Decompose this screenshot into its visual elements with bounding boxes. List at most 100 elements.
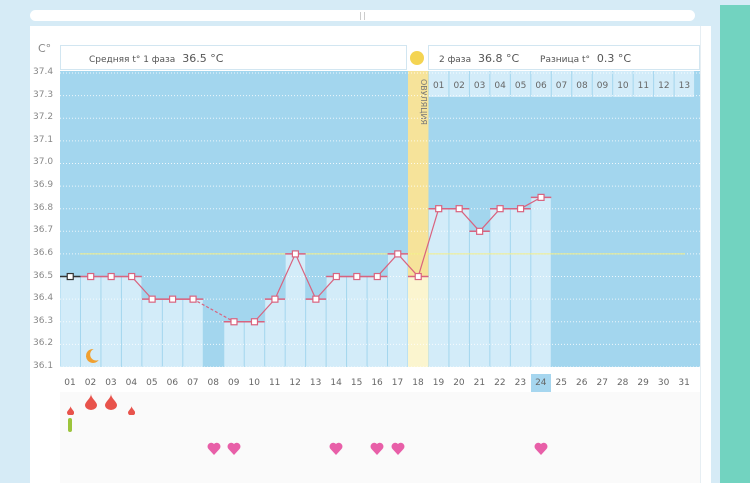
temperature-column [306,299,326,367]
temperature-column [265,299,285,367]
temperature-column [388,253,408,367]
ovulation-label: ОВУЛЯЦИЯ [419,79,428,125]
post-ovulation-day-label: 02 [453,81,464,91]
post-ovulation-day-label: 04 [494,81,506,91]
temperature-line-segment [254,298,276,323]
post-ovulation-day-label: 12 [658,81,669,91]
heart-icon[interactable] [534,440,548,459]
y-tick-label: 37.0 [33,157,54,168]
symptoms-grid [60,392,700,483]
temperature-point [394,250,402,258]
day-label-04[interactable]: 04 [125,378,138,388]
temperature-point [250,318,259,326]
temperature-line-segment [294,253,317,300]
day-label-25[interactable]: 25 [555,378,567,388]
day-label-09[interactable]: 09 [228,378,240,388]
day-label-03[interactable]: 03 [105,378,117,388]
day-label-02[interactable]: 02 [84,378,97,388]
day-label-18[interactable]: 18 [412,378,424,388]
temperature-column [244,321,265,367]
diff-value: 0.3 °C [596,52,632,65]
temperature-point [128,272,136,281]
day-label-21[interactable]: 21 [473,378,486,388]
y-tick-label: 37.2 [33,112,54,123]
heart-icon[interactable] [207,440,221,459]
blood-drop-icon[interactable] [128,400,136,419]
heart-icon[interactable] [370,440,384,459]
heart-icon[interactable] [329,440,343,459]
temperature-line-segment [479,208,501,232]
post-ovulation-day-cell [449,71,469,97]
y-axis-unit: C° [38,42,52,55]
temperature-column [224,321,244,367]
post-ovulation-day-cell [551,71,572,97]
phase2-summary: 2 фаза 36.8 °C Разница t° 0.3 °C [428,45,700,70]
temperature-line-segment [397,253,419,277]
temperature-point [271,295,279,303]
y-tick-label: 36.4 [33,293,54,304]
day-label-24[interactable]: 24 [530,374,551,392]
temperature-point [168,295,177,303]
blood-drop-icon[interactable] [84,394,97,414]
post-ovulation-day-label: 07 [556,81,567,91]
blood-drop-icon[interactable] [66,400,74,419]
day-label-16[interactable]: 16 [371,378,383,388]
temperature-chart[interactable]: 01 02 03 04 05 06 07 08 09 10 11 12 13 ОВУЛЯЦИЯ [60,71,700,367]
day-label-10[interactable]: 10 [248,378,260,388]
day-label-28[interactable]: 28 [616,378,629,388]
day-label-07[interactable]: 07 [187,378,199,388]
day-label-30[interactable]: 30 [657,378,670,388]
green-marker-icon[interactable] [68,417,73,436]
day-label-29[interactable]: 29 [637,378,649,388]
post-ovulation-day-label: 05 [515,81,526,91]
y-tick-label: 36.1 [33,361,54,371]
day-label-13[interactable]: 13 [309,378,322,388]
day-label-22[interactable]: 22 [494,378,506,388]
temperature-column [531,197,551,367]
post-ovulation-day-cell [572,71,592,97]
day-label-23[interactable]: 23 [514,378,527,388]
horizontal-scrollbar[interactable] [30,10,695,21]
post-ovulation-day-cell [674,71,695,97]
day-label-11[interactable]: 11 [268,378,281,388]
temperature-point [414,272,422,281]
heart-icon[interactable] [391,440,405,459]
day-label-12[interactable]: 12 [289,378,301,388]
day-label-27[interactable]: 27 [596,378,608,388]
temperature-point [312,295,320,303]
y-tick-label: 36.7 [33,225,54,236]
temperature-column [285,253,306,367]
post-ovulation-day-label: 10 [617,81,629,91]
post-ovulation-day-label: 03 [474,81,485,91]
phase2-value: 36.8 °C [477,52,520,65]
vertical-scrollbar[interactable] [700,26,711,483]
day-label-06[interactable]: 06 [166,378,179,388]
post-ovulation-day-cell [613,71,633,97]
day-label-01[interactable]: 01 [64,378,76,388]
post-ovulation-day-label: 06 [535,81,547,91]
day-label-05[interactable]: 05 [146,378,158,388]
post-ovulation-day-label: 11 [638,81,649,91]
y-tick-label: 36.5 [33,270,54,281]
day-label-14[interactable]: 14 [330,378,342,388]
temperature-line-segment [192,298,235,323]
day-label-20[interactable]: 20 [453,378,465,388]
temperature-point [455,205,463,213]
day-label-08[interactable]: 08 [207,378,219,388]
temperature-point [476,227,484,235]
post-ovulation-day-label: 08 [576,81,588,91]
day-label-26[interactable]: 26 [576,378,588,388]
heart-icon[interactable] [227,440,241,459]
post-ovulation-day-cell [469,71,490,97]
post-ovulation-day-cell [531,71,551,97]
temperature-point [230,318,238,326]
phase2-label: 2 фаза [439,55,472,65]
temperature-column [510,208,531,367]
day-label-17[interactable]: 17 [391,378,404,388]
blood-drop-icon[interactable] [105,394,118,414]
day-label-19[interactable]: 19 [432,378,445,388]
day-label-15[interactable]: 15 [350,378,363,388]
scrollbar-grip[interactable] [360,12,365,20]
day-label-31[interactable]: 31 [678,378,690,388]
temperature-column [142,299,162,367]
